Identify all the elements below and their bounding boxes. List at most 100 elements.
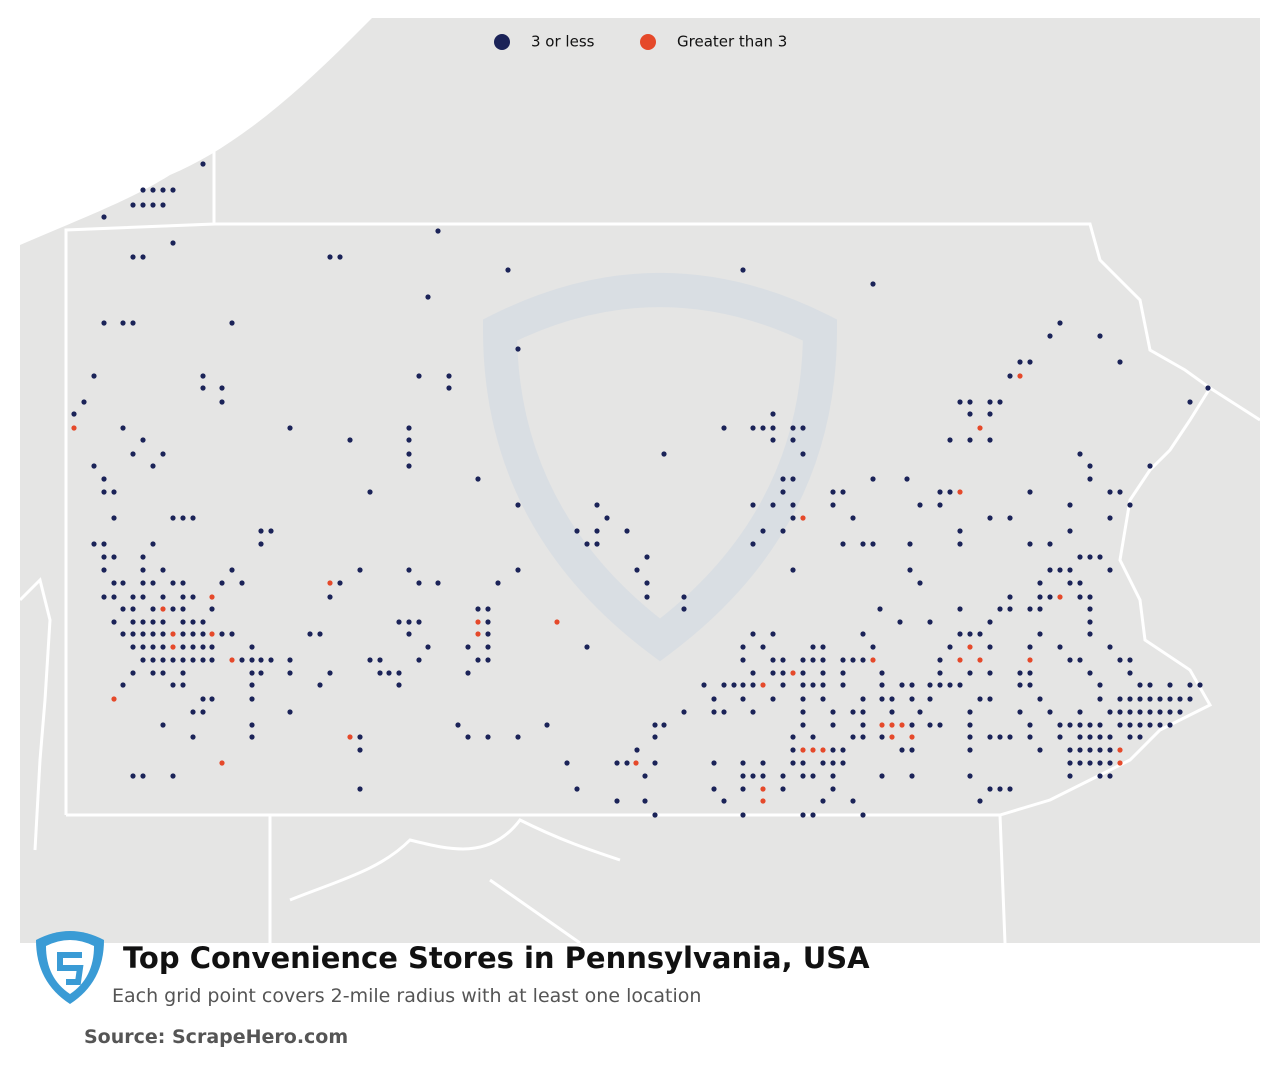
grid-point <box>810 773 816 779</box>
grid-point <box>337 254 343 260</box>
grid-point <box>860 812 866 818</box>
grid-point <box>770 657 776 663</box>
grid-point <box>987 696 993 702</box>
grid-point <box>760 682 766 688</box>
grid-point <box>1157 709 1163 715</box>
grid-point <box>800 451 806 457</box>
grid-point <box>120 320 126 326</box>
grid-point <box>160 644 166 650</box>
grid-point <box>740 682 746 688</box>
grid-point <box>652 812 658 818</box>
grid-point <box>967 644 973 650</box>
grid-point <box>840 657 846 663</box>
grid-point <box>485 619 491 625</box>
grid-point <box>130 606 136 612</box>
grid-point <box>907 567 913 573</box>
grid-point <box>209 657 215 663</box>
grid-point <box>1167 682 1173 688</box>
grid-point <box>150 541 156 547</box>
grid-point <box>1137 734 1143 740</box>
grid-point <box>1067 657 1073 663</box>
grid-point <box>150 202 156 208</box>
grid-point <box>909 773 915 779</box>
grid-point <box>997 399 1003 405</box>
grid-point <box>249 682 255 688</box>
grid-point <box>870 281 876 287</box>
grid-point <box>1027 606 1033 612</box>
grid-point <box>987 734 993 740</box>
grid-point <box>652 734 658 740</box>
grid-point <box>830 747 836 753</box>
grid-point <box>1197 682 1203 688</box>
grid-point <box>740 267 746 273</box>
grid-point <box>327 254 333 260</box>
grid-point <box>1117 696 1123 702</box>
grid-point <box>416 619 422 625</box>
grid-point <box>130 619 136 625</box>
grid-point <box>111 489 117 495</box>
grid-point <box>1007 515 1013 521</box>
grid-point <box>800 773 806 779</box>
grid-point <box>977 798 983 804</box>
grid-point <box>967 437 973 443</box>
grid-point <box>957 682 963 688</box>
grid-point <box>977 631 983 637</box>
grid-point <box>180 682 186 688</box>
grid-point <box>170 606 176 612</box>
grid-point <box>1027 722 1033 728</box>
grid-point <box>907 541 913 547</box>
grid-point <box>357 786 363 792</box>
grid-point <box>416 373 422 379</box>
grid-point <box>239 580 245 586</box>
grid-point <box>140 554 146 560</box>
grid-point <box>1117 709 1123 715</box>
grid-point <box>1057 722 1063 728</box>
grid-point <box>1097 760 1103 766</box>
grid-point <box>790 747 796 753</box>
grid-point <box>485 606 491 612</box>
grid-point <box>642 773 648 779</box>
grid-point <box>150 631 156 637</box>
grid-point <box>465 644 471 650</box>
grid-point <box>614 760 620 766</box>
grid-point <box>1057 567 1063 573</box>
grid-point <box>101 476 107 482</box>
grid-point <box>1167 696 1173 702</box>
grid-point <box>750 541 756 547</box>
grid-point <box>800 760 806 766</box>
grid-point <box>1007 606 1013 612</box>
grid-point <box>1147 682 1153 688</box>
grid-point <box>1097 747 1103 753</box>
grid-point <box>120 682 126 688</box>
map-background <box>20 18 1260 943</box>
grid-point <box>1117 657 1123 663</box>
grid-point <box>740 657 746 663</box>
grid-point <box>1007 786 1013 792</box>
grid-point <box>1087 631 1093 637</box>
legend-marker <box>494 34 510 50</box>
grid-point <box>740 786 746 792</box>
grid-point <box>564 760 570 766</box>
grid-point <box>760 528 766 534</box>
grid-point <box>268 528 274 534</box>
grid-point <box>1157 696 1163 702</box>
grid-point <box>740 696 746 702</box>
legend-label: Greater than 3 <box>677 33 787 51</box>
grid-point <box>899 722 905 728</box>
grid-point <box>140 619 146 625</box>
grid-point <box>1167 722 1173 728</box>
grid-point <box>937 502 943 508</box>
grid-point <box>760 644 766 650</box>
grid-point <box>446 373 452 379</box>
grid-point <box>180 515 186 521</box>
grid-point <box>130 594 136 600</box>
borders <box>18 18 1261 945</box>
grid-point <box>721 709 727 715</box>
grid-point <box>731 682 737 688</box>
grid-point <box>1087 606 1093 612</box>
grid-point <box>957 657 963 663</box>
grid-point <box>170 773 176 779</box>
grid-point <box>160 619 166 625</box>
grid-point <box>190 594 196 600</box>
grid-point <box>770 502 776 508</box>
